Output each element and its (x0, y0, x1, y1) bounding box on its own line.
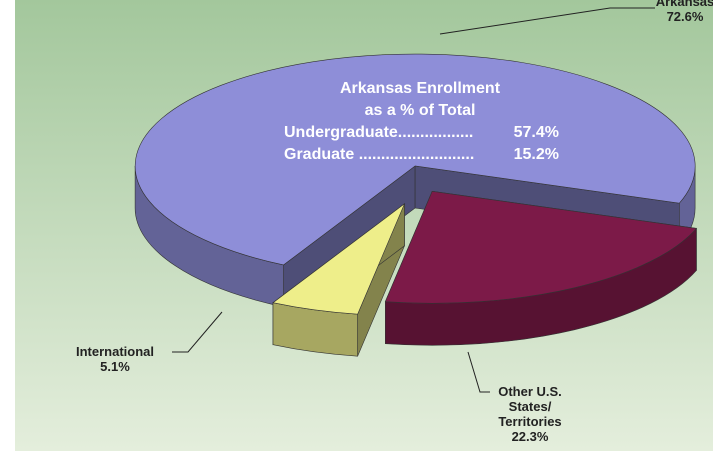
pie-slice (134, 53, 696, 266)
annotation-item-label: Graduate .......................... (284, 146, 474, 163)
pie-slice (384, 190, 697, 304)
slice-label: Arkansas (655, 0, 713, 9)
annotation-title: Arkansas Enrollment (340, 80, 501, 97)
annotation: Arkansas Enrollment as a % of Total Underg… (284, 80, 559, 163)
leader-line (172, 311, 223, 353)
annotation-item-label: Undergraduate................. (284, 124, 473, 141)
slice-label: Other U.S. States/ Territories (498, 384, 562, 429)
annotation-title: as a % of Total (365, 102, 476, 119)
leader-lines (172, 7, 655, 393)
leader-line (467, 351, 490, 393)
slice-label: International (75, 344, 154, 359)
slice-value: 72.6% (666, 9, 704, 24)
annotation-item-value: 15.2% (514, 146, 559, 163)
slice-value: 22.3% (511, 429, 549, 444)
leader-line (439, 7, 655, 35)
pie-slice (272, 202, 406, 315)
slice-value: 5.1% (100, 359, 130, 374)
annotation-item-value: 57.4% (514, 124, 559, 141)
pie (134, 53, 697, 357)
